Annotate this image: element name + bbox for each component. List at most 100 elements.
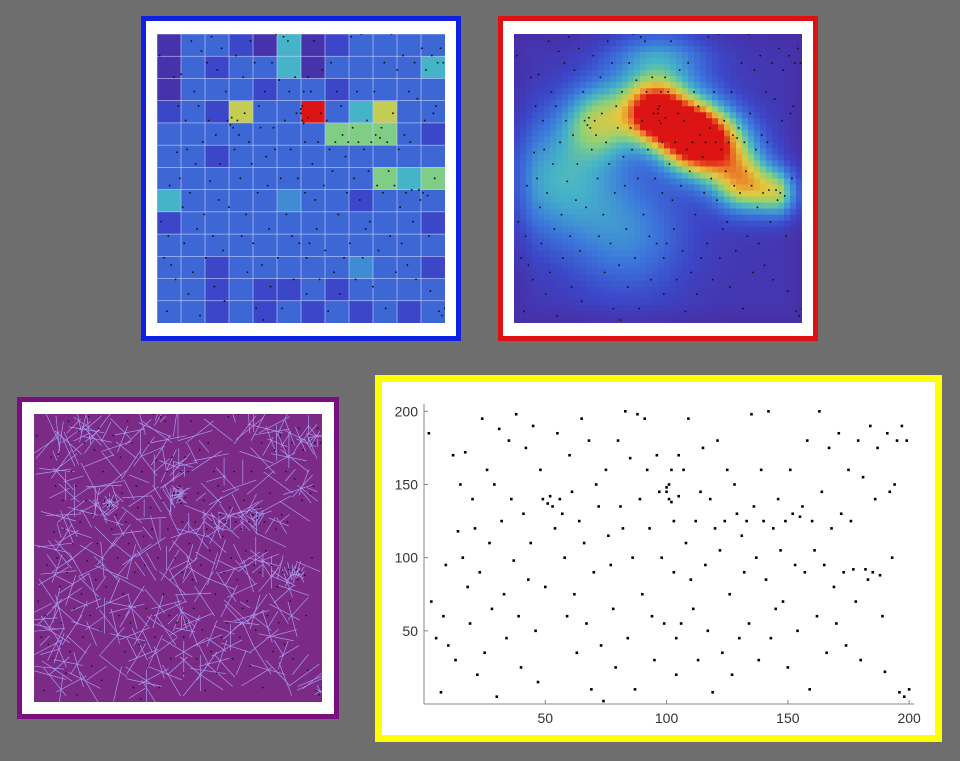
density-cell (628, 310, 635, 318)
data-point (228, 206, 230, 208)
density-cell (634, 298, 641, 306)
density-cell (598, 82, 605, 89)
density-cell (532, 46, 539, 53)
data-point (310, 90, 312, 93)
voronoi-edge (86, 665, 107, 681)
scatter-panel: 50 100 150 200 50 100 150 200 (375, 375, 942, 742)
density-cell (766, 208, 773, 216)
density-cell (754, 226, 761, 234)
data-point (736, 137, 738, 139)
density-cell (694, 118, 701, 125)
voronoi-edge (52, 450, 58, 461)
density-cell (688, 208, 695, 216)
density-cell (790, 88, 797, 95)
density-cell (568, 130, 575, 137)
voronoi-edge (161, 638, 193, 658)
density-cell (514, 310, 521, 318)
density-cell (520, 262, 527, 270)
density-cell (586, 160, 593, 168)
density-cell (520, 142, 527, 149)
data-point (240, 235, 243, 237)
density-cell (790, 280, 797, 288)
density-cell (670, 268, 677, 276)
density-cell (652, 76, 659, 83)
density-cell (670, 160, 677, 168)
scatter-point (619, 505, 622, 508)
density-cell (706, 190, 713, 198)
grid-cell (276, 144, 302, 169)
voronoi-edge (81, 509, 92, 528)
voronoi-edge (235, 650, 247, 675)
density-cell (646, 280, 653, 288)
data-point (89, 614, 91, 617)
density-cell (532, 148, 539, 156)
data-point (227, 416, 230, 418)
density-cell (718, 268, 725, 276)
voronoi-edge (119, 610, 131, 628)
grid-cell (180, 256, 206, 280)
density-cell (694, 280, 701, 288)
density-cell (640, 208, 647, 216)
data-point (158, 686, 160, 689)
density-cell (724, 112, 731, 119)
data-point (621, 91, 623, 93)
density-cell (694, 70, 701, 77)
density-cell (586, 238, 593, 246)
density-cell (640, 88, 647, 95)
scatter-point (716, 439, 719, 442)
voronoi-edge (226, 583, 258, 598)
data-point (667, 91, 669, 93)
density-cell (754, 202, 761, 210)
density-cell (592, 58, 599, 65)
data-point (311, 557, 313, 559)
density-cell (610, 106, 617, 113)
density-cell (556, 304, 563, 312)
density-cell (622, 292, 629, 300)
density-cell (652, 244, 659, 252)
voronoi-edge (251, 564, 263, 574)
density-cell (562, 94, 569, 101)
data-point (533, 151, 535, 154)
density-cell (574, 178, 581, 186)
grid-cell (228, 233, 254, 258)
data-point (221, 535, 224, 538)
density-cell (652, 178, 659, 186)
density-cell (706, 232, 713, 240)
density-cell (634, 244, 641, 252)
data-point (660, 91, 662, 93)
density-cell (688, 202, 695, 210)
grid-cell (228, 122, 254, 146)
density-cell (550, 136, 557, 143)
data-point (433, 177, 436, 180)
density-cell (634, 94, 641, 101)
density-cell (658, 70, 665, 77)
data-point (288, 90, 291, 93)
density-cell (604, 166, 611, 174)
voronoi-edge (182, 568, 193, 584)
scatter-point (580, 417, 583, 420)
density-cell (544, 52, 551, 59)
voronoi-edge (205, 637, 227, 652)
density-cell (580, 268, 587, 276)
data-point (52, 658, 54, 660)
data-point (149, 506, 152, 509)
density-cell (646, 256, 653, 264)
density-cell (616, 256, 623, 264)
grid-cell (180, 78, 206, 102)
data-point (196, 658, 198, 660)
density-cell (610, 190, 617, 198)
data-point (730, 91, 733, 93)
density-cell (730, 94, 737, 101)
density-cell (700, 184, 707, 192)
grid-cell (324, 122, 350, 146)
voronoi-edge (198, 440, 210, 453)
density-cell (730, 292, 737, 300)
data-point (297, 177, 299, 180)
density-cell (610, 286, 617, 294)
density-cell (700, 274, 707, 282)
scatter-point (459, 483, 462, 486)
scatter-point (835, 622, 838, 625)
density-cell (772, 154, 779, 162)
density-cell (748, 298, 755, 306)
data-point (188, 542, 191, 545)
